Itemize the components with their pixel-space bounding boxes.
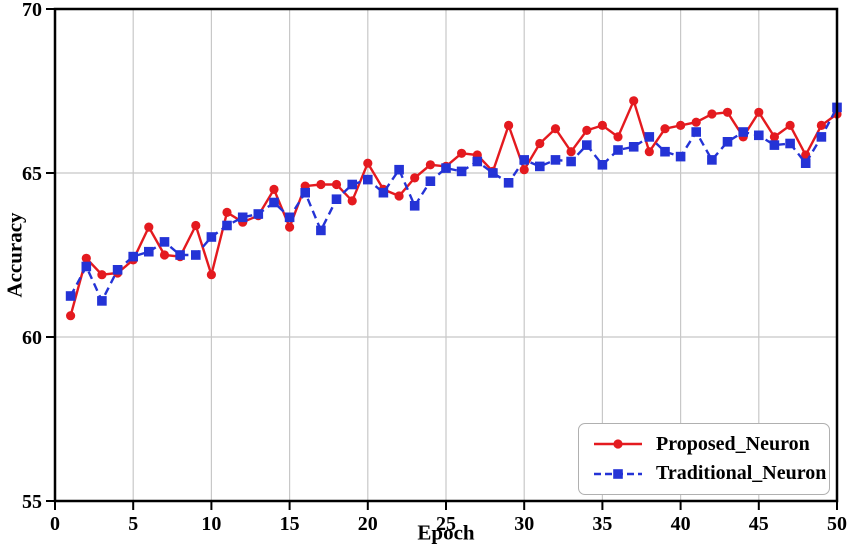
svg-text:50: 50 [827,513,847,535]
blue-dashed-line-square-marker-icon [594,469,642,479]
svg-text:15: 15 [280,513,300,535]
y-axis-title: Accuracy [2,212,27,298]
legend-label-proposed-neuron: Proposed_Neuron [656,432,810,455]
svg-text:20: 20 [358,513,378,535]
svg-text:65: 65 [22,163,42,185]
svg-text:10: 10 [201,513,221,535]
svg-text:30: 30 [514,513,534,535]
svg-text:40: 40 [671,513,691,535]
svg-text:70: 70 [22,0,42,21]
svg-text:25: 25 [436,513,456,535]
svg-text:55: 55 [22,491,42,513]
legend-item-proposed-neuron: Proposed_Neuron [579,433,829,456]
legend: Proposed_Neuron Traditional_Neuron [578,423,830,495]
x-axis-title: Epoch [417,520,475,545]
svg-text:45: 45 [749,513,769,535]
red-solid-line-circle-marker-icon [594,439,642,449]
svg-text:60: 60 [22,327,42,349]
svg-text:35: 35 [592,513,612,535]
svg-text:0: 0 [50,513,60,535]
svg-text:5: 5 [128,513,138,535]
legend-item-traditional-neuron: Traditional_Neuron [579,462,829,485]
legend-label-traditional-neuron: Traditional_Neuron [656,462,827,485]
